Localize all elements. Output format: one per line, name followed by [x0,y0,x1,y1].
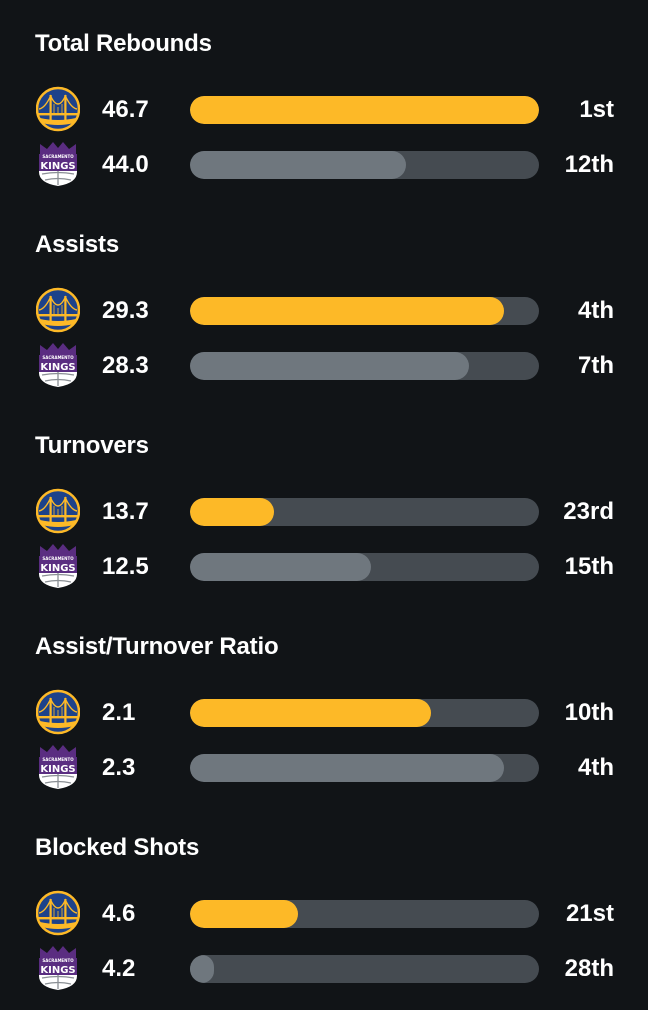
league-rank: 4th [578,754,614,781]
stat-bar-fill [190,352,470,380]
stat-title: Turnovers [35,432,149,459]
stat-value: 4.2 [102,955,136,982]
kings-stat-row: SACRAMENTO KINGS 4.2 28th [0,943,648,993]
stat-bar-track [190,553,539,581]
stat-bar-fill [190,96,539,124]
stat-value: 46.7 [102,96,149,123]
stat-title: Assist/Turnover Ratio [35,633,279,660]
golden-state-warriors-logo-icon [36,86,80,132]
stat-bar-track [190,352,539,380]
stat-bar-track [190,900,539,928]
stat-section: Assists 29.3 4th SACRAMENTO KINGS 28.3 7th [0,207,648,407]
stat-section: Assist/Turnover Ratio 2.1 10th SACRAMENTO… [0,609,648,809]
golden-state-warriors-logo-icon [36,890,80,936]
stat-section: Turnovers 13.7 23rd SACRAMENTO KINGS 12.5… [0,408,648,608]
stat-bar-track [190,151,539,179]
kings-stat-row: SACRAMENTO KINGS 2.3 4th [0,742,648,792]
stat-value: 4.6 [102,900,136,927]
stat-bar-fill [190,553,372,581]
golden-state-warriors-logo-icon [36,287,80,333]
golden-state-warriors-logo-icon [36,488,80,534]
stat-title: Assists [35,231,119,258]
sacramento-kings-logo-icon: SACRAMENTO KINGS [36,141,80,187]
stat-bar-fill [190,498,274,526]
stat-value: 44.0 [102,151,149,178]
sacramento-kings-logo-icon: SACRAMENTO KINGS [36,744,80,790]
svg-text:SACRAMENTO: SACRAMENTO [42,757,74,762]
stat-bar-track [190,754,539,782]
warriors-stat-row: 13.7 23rd [0,486,648,536]
kings-stat-row: SACRAMENTO KINGS 44.0 12th [0,139,648,189]
stat-bar-track [190,297,539,325]
league-rank: 12th [564,151,614,178]
league-rank: 7th [578,352,614,379]
stat-value: 2.3 [102,754,136,781]
svg-text:KINGS: KINGS [40,563,75,574]
svg-text:KINGS: KINGS [40,764,75,775]
kings-stat-row: SACRAMENTO KINGS 28.3 7th [0,340,648,390]
league-rank: 4th [578,297,614,324]
stat-bar-fill [190,955,215,983]
stat-bar-track [190,699,539,727]
svg-text:KINGS: KINGS [40,362,75,373]
stat-value: 28.3 [102,352,149,379]
sacramento-kings-logo-icon: SACRAMENTO KINGS [36,543,80,589]
stat-bar-track [190,498,539,526]
stat-section: Total Rebounds 46.7 1st SACRAMENTO KINGS … [0,6,648,206]
warriors-stat-row: 29.3 4th [0,285,648,335]
sacramento-kings-logo-icon: SACRAMENTO KINGS [36,945,80,991]
league-rank: 1st [579,96,614,123]
svg-text:SACRAMENTO: SACRAMENTO [42,556,74,561]
svg-text:KINGS: KINGS [40,965,75,976]
stat-title: Blocked Shots [35,834,200,861]
kings-stat-row: SACRAMENTO KINGS 12.5 15th [0,541,648,591]
stat-bar-fill [190,699,431,727]
stat-bar-fill [190,297,505,325]
svg-text:SACRAMENTO: SACRAMENTO [42,154,74,159]
svg-text:KINGS: KINGS [40,161,75,172]
stat-value: 12.5 [102,553,149,580]
sacramento-kings-logo-icon: SACRAMENTO KINGS [36,342,80,388]
league-rank: 10th [564,699,614,726]
stat-value: 2.1 [102,699,136,726]
league-rank: 28th [564,955,614,982]
stat-bar-fill [190,900,299,928]
league-rank: 15th [564,553,614,580]
league-rank: 23rd [563,498,614,525]
stat-value: 13.7 [102,498,149,525]
svg-text:SACRAMENTO: SACRAMENTO [42,958,74,963]
stat-bar-fill [190,754,505,782]
golden-state-warriors-logo-icon [36,689,80,735]
stat-title: Total Rebounds [35,30,212,57]
stat-bar-track [190,96,539,124]
warriors-stat-row: 4.6 21st [0,888,648,938]
stat-value: 29.3 [102,297,149,324]
stat-section: Blocked Shots 4.6 21st SACRAMENTO KINGS 4… [0,810,648,1010]
stat-bar-fill [190,151,407,179]
warriors-stat-row: 46.7 1st [0,84,648,134]
stat-bar-track [190,955,539,983]
svg-text:SACRAMENTO: SACRAMENTO [42,355,74,360]
warriors-stat-row: 2.1 10th [0,687,648,737]
league-rank: 21st [565,900,614,927]
